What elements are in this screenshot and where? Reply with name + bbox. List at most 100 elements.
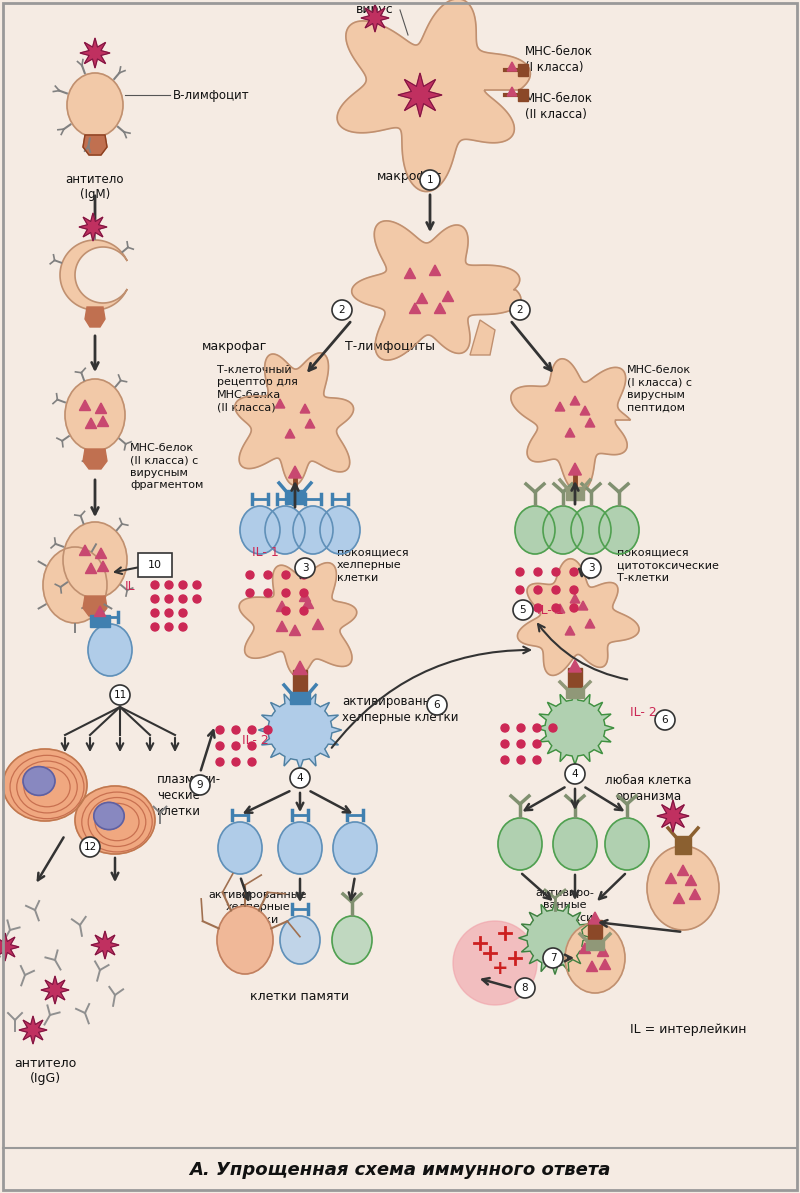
Text: 7: 7 (550, 953, 556, 963)
Polygon shape (580, 406, 590, 415)
Polygon shape (95, 548, 106, 558)
Text: активированные
хелперные
клетки: активированные хелперные клетки (209, 890, 307, 925)
Circle shape (549, 724, 557, 733)
Text: IL = интерлейкин: IL = интерлейкин (630, 1024, 746, 1036)
Polygon shape (536, 692, 614, 765)
Circle shape (232, 758, 240, 766)
Polygon shape (80, 38, 110, 68)
Polygon shape (569, 660, 582, 672)
Polygon shape (586, 962, 598, 971)
Polygon shape (285, 429, 294, 438)
Text: 12: 12 (83, 842, 97, 852)
Circle shape (216, 727, 224, 734)
Polygon shape (277, 622, 288, 631)
Polygon shape (299, 591, 310, 601)
Polygon shape (86, 418, 97, 428)
Polygon shape (352, 221, 521, 360)
Text: 3: 3 (302, 563, 308, 573)
Ellipse shape (320, 506, 360, 554)
Circle shape (552, 586, 560, 594)
Text: антитело
(IgG): антитело (IgG) (14, 1057, 76, 1084)
Text: МНС-белок
(II класса) с
вирусным
фрагментом: МНС-белок (II класса) с вирусным фрагмен… (130, 443, 203, 490)
Circle shape (246, 571, 254, 579)
Polygon shape (290, 625, 301, 636)
Text: IL- 1: IL- 1 (537, 604, 564, 617)
Circle shape (420, 169, 440, 190)
Circle shape (282, 571, 290, 579)
Circle shape (179, 581, 187, 589)
Text: IL- 2: IL- 2 (242, 734, 268, 747)
Circle shape (232, 742, 240, 750)
Text: А. Упрощенная схема иммунного ответа: А. Упрощенная схема иммунного ответа (190, 1161, 610, 1179)
Circle shape (501, 740, 509, 748)
Circle shape (165, 608, 173, 617)
Circle shape (151, 595, 159, 602)
Circle shape (552, 604, 560, 612)
Bar (293, 670, 307, 692)
Circle shape (110, 685, 130, 705)
Polygon shape (91, 931, 119, 959)
Circle shape (570, 568, 578, 576)
Polygon shape (293, 661, 307, 674)
Polygon shape (79, 214, 107, 241)
Ellipse shape (278, 822, 322, 874)
Polygon shape (579, 942, 590, 953)
Polygon shape (570, 594, 580, 602)
Polygon shape (98, 561, 109, 571)
Text: 1: 1 (426, 175, 434, 185)
Polygon shape (83, 449, 107, 469)
Circle shape (565, 764, 585, 784)
Text: МНС-белок
(I класса) с
вирусным
пептидом: МНС-белок (I класса) с вирусным пептидом (627, 365, 692, 413)
Ellipse shape (543, 506, 583, 554)
Text: +: + (492, 958, 508, 977)
Circle shape (517, 756, 525, 764)
Circle shape (515, 978, 535, 999)
Ellipse shape (65, 379, 125, 451)
Circle shape (151, 581, 159, 589)
Ellipse shape (605, 818, 649, 870)
Polygon shape (555, 402, 565, 412)
Ellipse shape (280, 916, 320, 964)
Circle shape (427, 696, 447, 715)
Circle shape (517, 724, 525, 733)
Polygon shape (690, 889, 701, 900)
Polygon shape (410, 303, 421, 314)
Circle shape (151, 608, 159, 617)
Polygon shape (275, 398, 285, 408)
Bar (566, 487, 584, 500)
Circle shape (300, 607, 308, 616)
Text: вирус: вирус (356, 4, 394, 17)
Ellipse shape (240, 506, 280, 554)
Circle shape (533, 724, 541, 733)
Polygon shape (83, 135, 107, 155)
Text: клетки памяти: клетки памяти (250, 990, 350, 1003)
Polygon shape (312, 619, 323, 630)
Circle shape (151, 623, 159, 631)
Text: плазмати-
ческие
клетки: плазмати- ческие клетки (157, 773, 221, 818)
Circle shape (264, 571, 272, 579)
Bar (586, 940, 604, 950)
Text: IL- 1: IL- 1 (252, 545, 278, 558)
Polygon shape (589, 911, 602, 925)
Circle shape (453, 921, 537, 1005)
Text: В-лимфоцит: В-лимфоцит (173, 88, 250, 101)
Polygon shape (511, 359, 630, 493)
Polygon shape (79, 545, 90, 556)
Circle shape (80, 837, 100, 857)
Polygon shape (674, 894, 685, 903)
Ellipse shape (94, 803, 124, 829)
Circle shape (248, 727, 256, 734)
Circle shape (282, 589, 290, 596)
Text: 6: 6 (662, 715, 668, 725)
Circle shape (534, 568, 542, 576)
Ellipse shape (571, 506, 611, 554)
Bar (518, 89, 528, 101)
Ellipse shape (67, 73, 123, 137)
Polygon shape (83, 596, 107, 616)
Ellipse shape (293, 506, 333, 554)
Text: 6: 6 (434, 700, 440, 710)
Bar (290, 692, 310, 704)
Circle shape (513, 600, 533, 620)
Text: 4: 4 (572, 769, 578, 779)
Text: 9: 9 (197, 780, 203, 790)
